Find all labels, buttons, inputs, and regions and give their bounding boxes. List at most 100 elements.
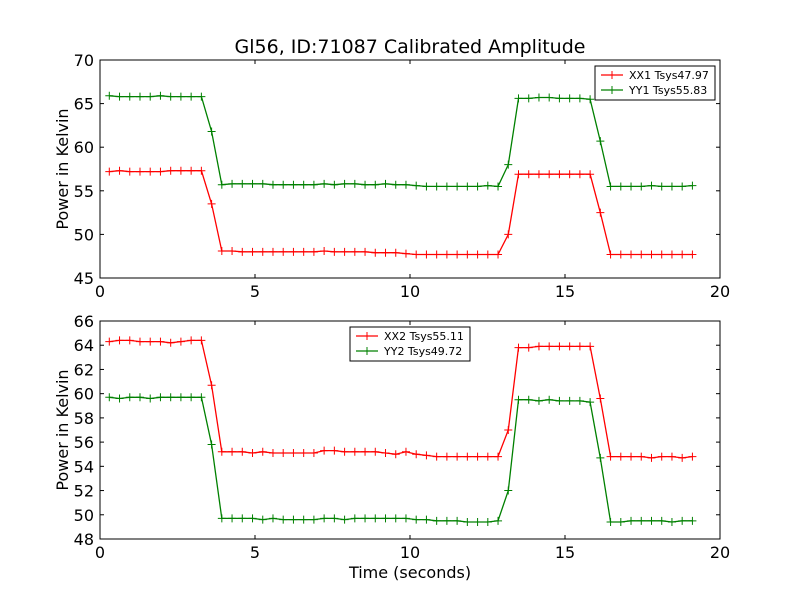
y-tick-label: 65 [74, 95, 94, 114]
data-point [627, 182, 636, 191]
data-point [207, 440, 216, 449]
data-point [361, 180, 370, 189]
data-point [166, 166, 175, 175]
data-point [197, 92, 206, 101]
data-point [135, 337, 144, 346]
data-point [146, 337, 155, 346]
data-point [586, 170, 595, 179]
data-point [361, 514, 370, 523]
y-axis-label: Power in Kelvin [53, 369, 72, 490]
data-point [115, 336, 124, 345]
top-plot-panel: 0 5 10 15 20 45 50 55 60 65 70 Power in Kelvin XX1 T… [53, 51, 730, 301]
data-point [228, 447, 237, 456]
data-point [575, 396, 584, 405]
data-point [371, 180, 380, 189]
data-point [524, 343, 533, 352]
data-point [146, 167, 155, 176]
data-point [320, 179, 329, 188]
data-point [453, 250, 462, 259]
data-point [207, 199, 216, 208]
data-point [248, 514, 257, 523]
data-point [289, 449, 298, 458]
data-point [514, 343, 523, 352]
data-point [248, 449, 257, 458]
data-point [146, 92, 155, 101]
data-point [545, 170, 554, 179]
series-xx1 [105, 166, 697, 259]
data-point [115, 92, 124, 101]
data-point [606, 182, 615, 191]
y-tick-label: 50 [74, 506, 94, 525]
data-point [217, 447, 226, 456]
data-point [606, 250, 615, 259]
data-point [350, 247, 359, 256]
series-yy2 [105, 393, 697, 527]
data-point [494, 182, 503, 191]
data-point [105, 393, 114, 402]
data-point [565, 170, 574, 179]
data-point [361, 447, 370, 456]
data-point [555, 170, 564, 179]
series-yy1 [105, 91, 697, 191]
data-point [627, 516, 636, 525]
data-point [207, 381, 216, 390]
data-point [412, 515, 421, 524]
series-line [109, 170, 693, 256]
data-point [156, 91, 165, 100]
data-point [667, 182, 676, 191]
chart-title: Gl56, ID:71087 Calibrated Amplitude [235, 36, 586, 58]
data-point [412, 450, 421, 459]
data-point [688, 516, 697, 525]
data-point [197, 336, 206, 345]
y-tick-label: 50 [74, 225, 94, 244]
data-point [330, 446, 339, 455]
data-point [688, 181, 697, 190]
data-point [176, 337, 185, 346]
data-point [555, 94, 564, 103]
data-point [586, 95, 595, 104]
data-point [657, 516, 666, 525]
data-point [320, 446, 329, 455]
data-point [371, 447, 380, 456]
data-point [637, 182, 646, 191]
data-point [667, 250, 676, 259]
data-point [350, 447, 359, 456]
data-point [391, 180, 400, 189]
data-point [228, 179, 237, 188]
data-point [565, 342, 574, 351]
legend-marker [363, 347, 371, 355]
data-point [647, 181, 656, 190]
data-point [115, 394, 124, 403]
data-point [156, 337, 165, 346]
data-point [678, 250, 687, 259]
x-tick-label: 5 [250, 282, 260, 301]
x-axis-label: Time (seconds) [348, 563, 471, 582]
data-point [657, 182, 666, 191]
x-tick-label: 15 [555, 543, 575, 562]
data-point [637, 516, 646, 525]
data-point [350, 179, 359, 188]
y-tick-label: 48 [74, 530, 94, 549]
data-point [504, 160, 513, 169]
legend-label: XX1 Tsys47.97 [629, 69, 709, 82]
data-point [545, 342, 554, 351]
y-axis-label: Power in Kelvin [53, 108, 72, 229]
data-point [678, 182, 687, 191]
data-point [575, 170, 584, 179]
data-point [401, 249, 410, 258]
data-point [422, 250, 431, 259]
data-point [176, 166, 185, 175]
data-point [268, 247, 277, 256]
data-point [647, 453, 656, 462]
data-point [616, 452, 625, 461]
data-point [258, 447, 267, 456]
data-point [524, 395, 533, 404]
data-point [657, 452, 666, 461]
data-point [197, 166, 206, 175]
data-point [299, 180, 308, 189]
data-point [258, 247, 267, 256]
data-point [401, 180, 410, 189]
data-point [381, 514, 390, 523]
data-point [422, 451, 431, 460]
data-point [555, 342, 564, 351]
